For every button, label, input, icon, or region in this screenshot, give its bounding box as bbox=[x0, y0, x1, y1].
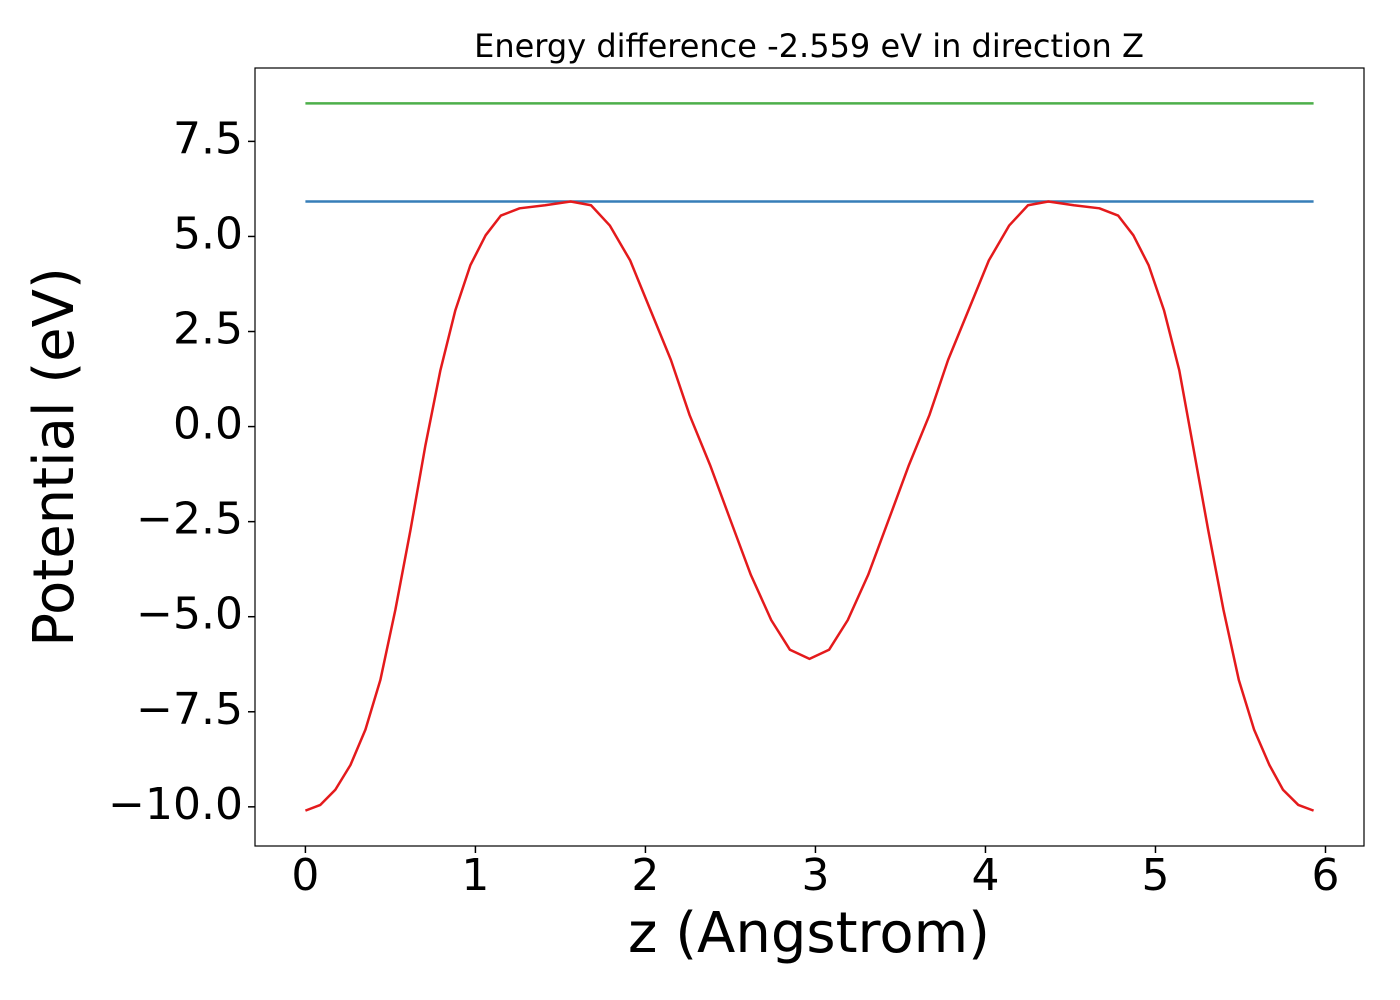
y-tick-label: −2.5 bbox=[136, 494, 243, 545]
plot-frame bbox=[254, 67, 1365, 847]
x-tick-label: 5 bbox=[1141, 850, 1169, 901]
line-series bbox=[304, 200, 1315, 812]
y-tick-label: 7.5 bbox=[173, 113, 243, 164]
y-tick-label: 5.0 bbox=[173, 208, 243, 259]
chart-title: Energy difference -2.559 eV in direction… bbox=[474, 27, 1144, 65]
y-axis-label: Potential (eV) bbox=[22, 267, 87, 647]
x-tick-label: 1 bbox=[461, 850, 489, 901]
x-tick-label: 3 bbox=[801, 850, 829, 901]
y-tick-label: −5.0 bbox=[136, 589, 243, 640]
x-tick-label: 2 bbox=[631, 850, 659, 901]
x-tick-label: 0 bbox=[291, 850, 319, 901]
x-axis-label: z (Angstrom) bbox=[628, 901, 990, 966]
y-tick-label: −10.0 bbox=[108, 779, 243, 830]
y-tick-label: −7.5 bbox=[136, 684, 243, 735]
y-tick-label: 0.0 bbox=[173, 399, 243, 450]
y-tick-label: 2.5 bbox=[173, 304, 243, 355]
x-tick-label: 6 bbox=[1311, 850, 1339, 901]
x-tick-label: 4 bbox=[971, 850, 999, 901]
